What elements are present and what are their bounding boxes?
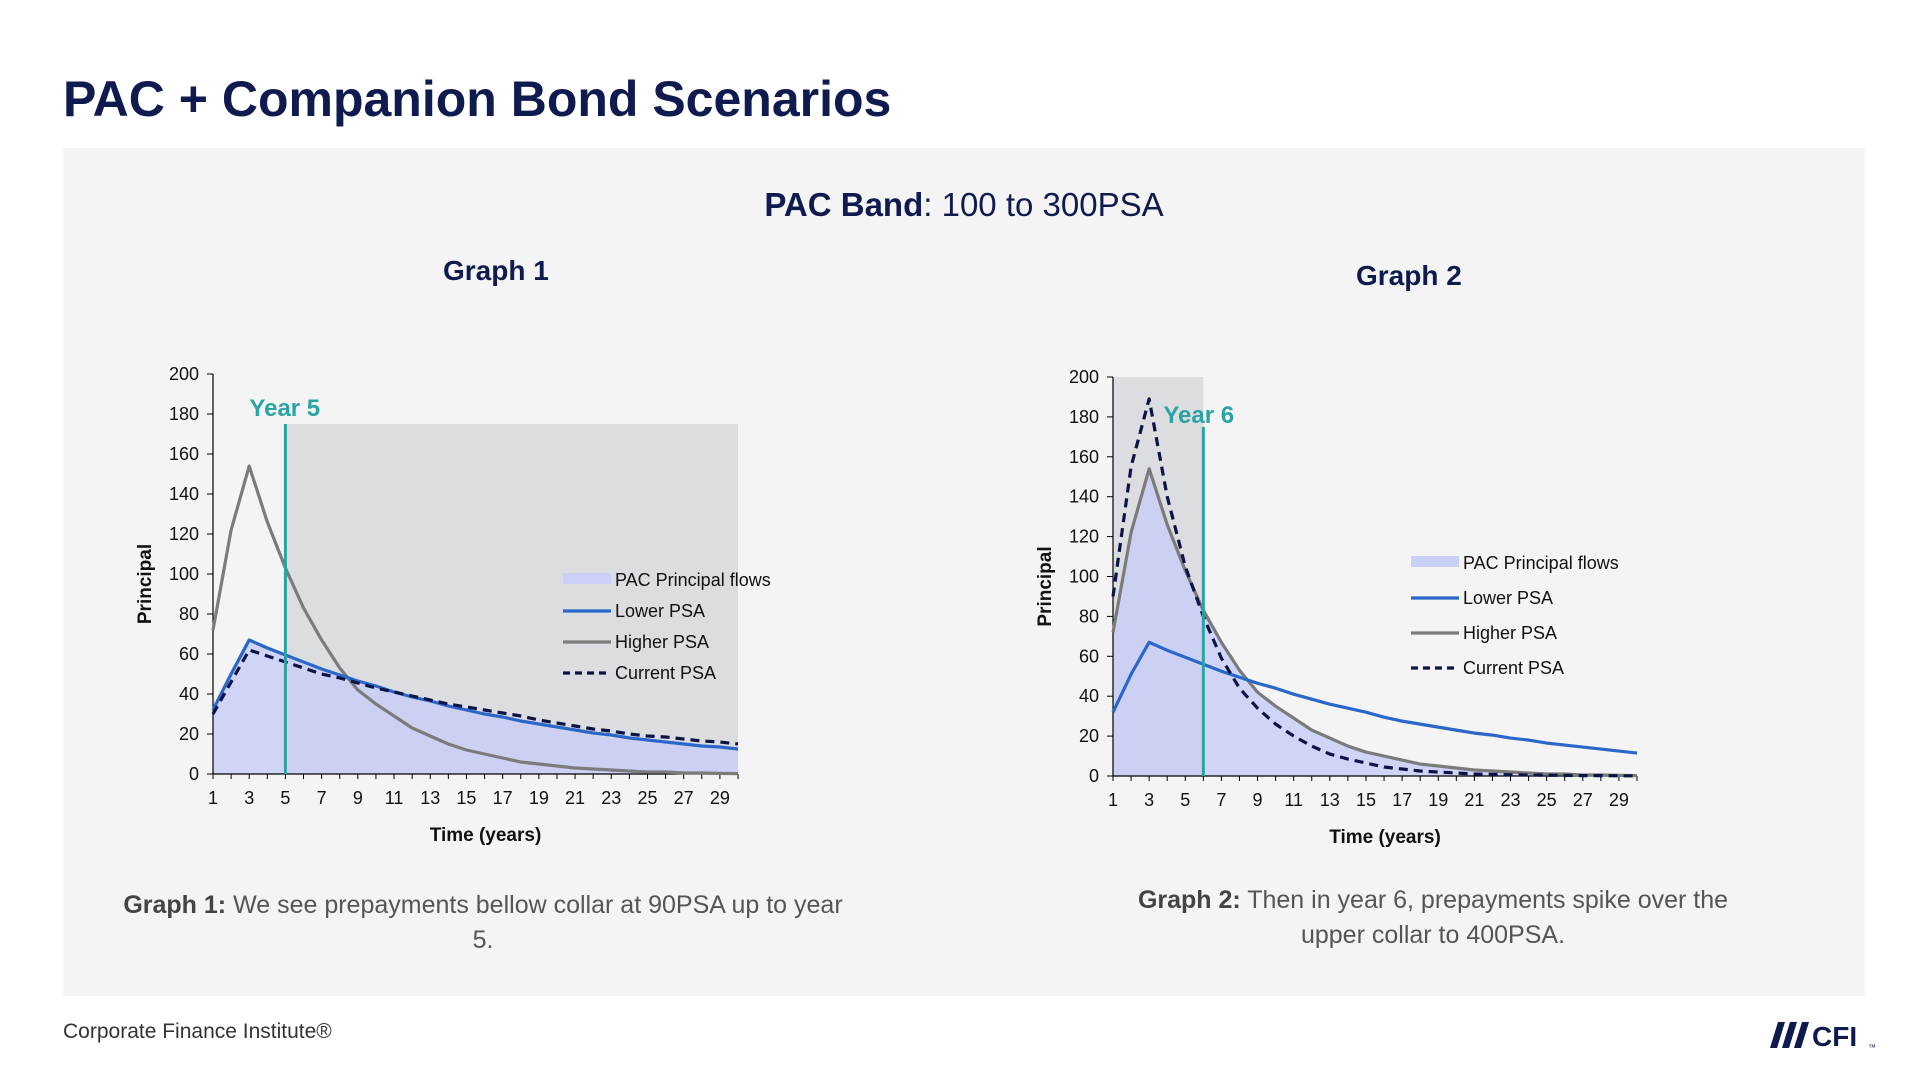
x-tick-label: 27 bbox=[674, 788, 694, 808]
y-tick-label: 120 bbox=[1069, 527, 1099, 547]
y-axis-title: Principal bbox=[1035, 546, 1056, 626]
series-current-psa-line bbox=[211, 648, 739, 746]
x-tick-label: 17 bbox=[1392, 790, 1412, 810]
x-tick-label: 5 bbox=[1180, 790, 1190, 810]
x-tick-label: 3 bbox=[1144, 790, 1154, 810]
x-axis-title: Time (years) bbox=[430, 825, 542, 846]
x-tick-label: 23 bbox=[1501, 790, 1521, 810]
x-tick-label: 27 bbox=[1573, 790, 1593, 810]
series-lower-psa-line bbox=[1111, 640, 1638, 755]
y-tick-label: 160 bbox=[169, 444, 199, 464]
x-tick-label: 29 bbox=[1609, 790, 1629, 810]
graph-2-caption-label: Graph 2: bbox=[1137, 886, 1241, 914]
year-marker-label: Year 5 bbox=[249, 395, 320, 422]
pac-band-heading: PAC Band: 100 to 300PSA bbox=[63, 186, 1865, 224]
y-tick-label: 80 bbox=[1079, 606, 1099, 626]
y-tick-label: 60 bbox=[179, 644, 199, 664]
legend-label: Lower PSA bbox=[615, 601, 705, 621]
y-tick-label: 160 bbox=[1069, 447, 1099, 467]
graph-1-caption-label: Graph 1: bbox=[123, 891, 227, 919]
y-tick-label: 180 bbox=[1069, 407, 1099, 427]
y-tick-label: 180 bbox=[169, 404, 199, 424]
x-tick-label: 9 bbox=[1253, 790, 1263, 810]
x-tick-label: 25 bbox=[1537, 790, 1557, 810]
series-pac-principal-area bbox=[213, 640, 738, 774]
legend-label: PAC Principal flows bbox=[1463, 553, 1619, 573]
graph-1-caption-text: We see prepayments bellow collar at 90PS… bbox=[226, 891, 843, 954]
legend-label: Current PSA bbox=[1463, 658, 1564, 678]
cfi-logo-tm: ™ bbox=[1868, 1043, 1876, 1052]
x-tick-label: 9 bbox=[353, 788, 363, 808]
cfi-logo-mark-icon bbox=[1770, 1022, 1809, 1048]
x-tick-label: 15 bbox=[456, 788, 476, 808]
x-tick-label: 25 bbox=[637, 788, 657, 808]
x-tick-label: 19 bbox=[1428, 790, 1448, 810]
graph-2-caption: Graph 2: Then in year 6, prepayments spi… bbox=[1123, 883, 1743, 953]
graph-title: Graph 1 bbox=[443, 255, 549, 286]
y-tick-label: 0 bbox=[1089, 766, 1099, 786]
y-tick-label: 100 bbox=[1069, 567, 1099, 587]
y-tick-label: 140 bbox=[169, 484, 199, 504]
content-panel: PAC Band: 100 to 300PSA 0 20 40 60 80 100 120 1… bbox=[63, 148, 1865, 996]
y-tick-label: 60 bbox=[1079, 646, 1099, 666]
graph-1-caption: Graph 1: We see prepayments bellow colla… bbox=[123, 888, 843, 958]
series-lower-psa-line bbox=[211, 638, 739, 751]
legend-swatch-pac bbox=[1411, 556, 1459, 567]
x-tick-label: 29 bbox=[710, 788, 730, 808]
pac-band-label: PAC Band bbox=[764, 186, 924, 223]
x-tick-label: 1 bbox=[208, 788, 218, 808]
x-tick-label: 11 bbox=[1284, 790, 1303, 810]
y-tick-label: 0 bbox=[189, 764, 199, 784]
x-tick-label: 23 bbox=[601, 788, 621, 808]
legend-label: Lower PSA bbox=[1463, 588, 1553, 608]
x-tick-label: 21 bbox=[1464, 790, 1484, 810]
pac-band-range: : 100 to 300PSA bbox=[923, 186, 1164, 223]
x-tick-label: 13 bbox=[420, 788, 440, 808]
x-tick-label: 3 bbox=[244, 788, 254, 808]
graph-2-caption-text: Then in year 6, prepayments spike over t… bbox=[1240, 886, 1729, 949]
y-axis-title: Principal bbox=[135, 544, 156, 624]
y-tick-label: 20 bbox=[179, 724, 199, 744]
series-pac-principal-area bbox=[1113, 468, 1637, 776]
x-tick-label: 17 bbox=[493, 788, 513, 808]
cfi-logo-text: CFI bbox=[1812, 1021, 1857, 1052]
x-tick-label: 19 bbox=[529, 788, 549, 808]
x-tick-label: 21 bbox=[565, 788, 585, 808]
x-tick-label: 1 bbox=[1108, 790, 1118, 810]
y-tick-label: 80 bbox=[179, 604, 199, 624]
y-tick-label: 100 bbox=[169, 564, 199, 584]
legend-label: PAC Principal flows bbox=[615, 570, 771, 590]
x-tick-label: 13 bbox=[1320, 790, 1340, 810]
x-tick-label: 7 bbox=[1216, 790, 1226, 810]
y-tick-label: 200 bbox=[169, 364, 199, 384]
y-tick-label: 20 bbox=[1079, 726, 1099, 746]
series-current-psa-line bbox=[1111, 397, 1637, 778]
legend-swatch-pac bbox=[563, 573, 611, 584]
x-tick-label: 5 bbox=[280, 788, 290, 808]
year-marker-label: Year 6 bbox=[1163, 402, 1234, 429]
y-tick-label: 40 bbox=[1079, 686, 1099, 706]
cfi-logo: CFI ™ bbox=[1768, 1016, 1878, 1057]
x-tick-label: 11 bbox=[385, 788, 404, 808]
y-tick-label: 40 bbox=[179, 684, 199, 704]
legend-label: Current PSA bbox=[615, 663, 716, 683]
y-tick-label: 200 bbox=[1069, 367, 1099, 387]
footer-brand-text: Corporate Finance Institute® bbox=[63, 1020, 332, 1043]
y-tick-label: 140 bbox=[1069, 487, 1099, 507]
legend-label: Higher PSA bbox=[615, 632, 709, 652]
x-tick-label: 15 bbox=[1356, 790, 1376, 810]
graph-title: Graph 2 bbox=[1356, 260, 1462, 291]
page-title: PAC + Companion Bond Scenarios bbox=[63, 71, 892, 127]
y-tick-label: 120 bbox=[169, 524, 199, 544]
series-higher-psa-line bbox=[211, 464, 739, 776]
legend-label: Higher PSA bbox=[1463, 623, 1557, 643]
x-axis-title: Time (years) bbox=[1329, 827, 1441, 848]
x-tick-label: 7 bbox=[317, 788, 327, 808]
